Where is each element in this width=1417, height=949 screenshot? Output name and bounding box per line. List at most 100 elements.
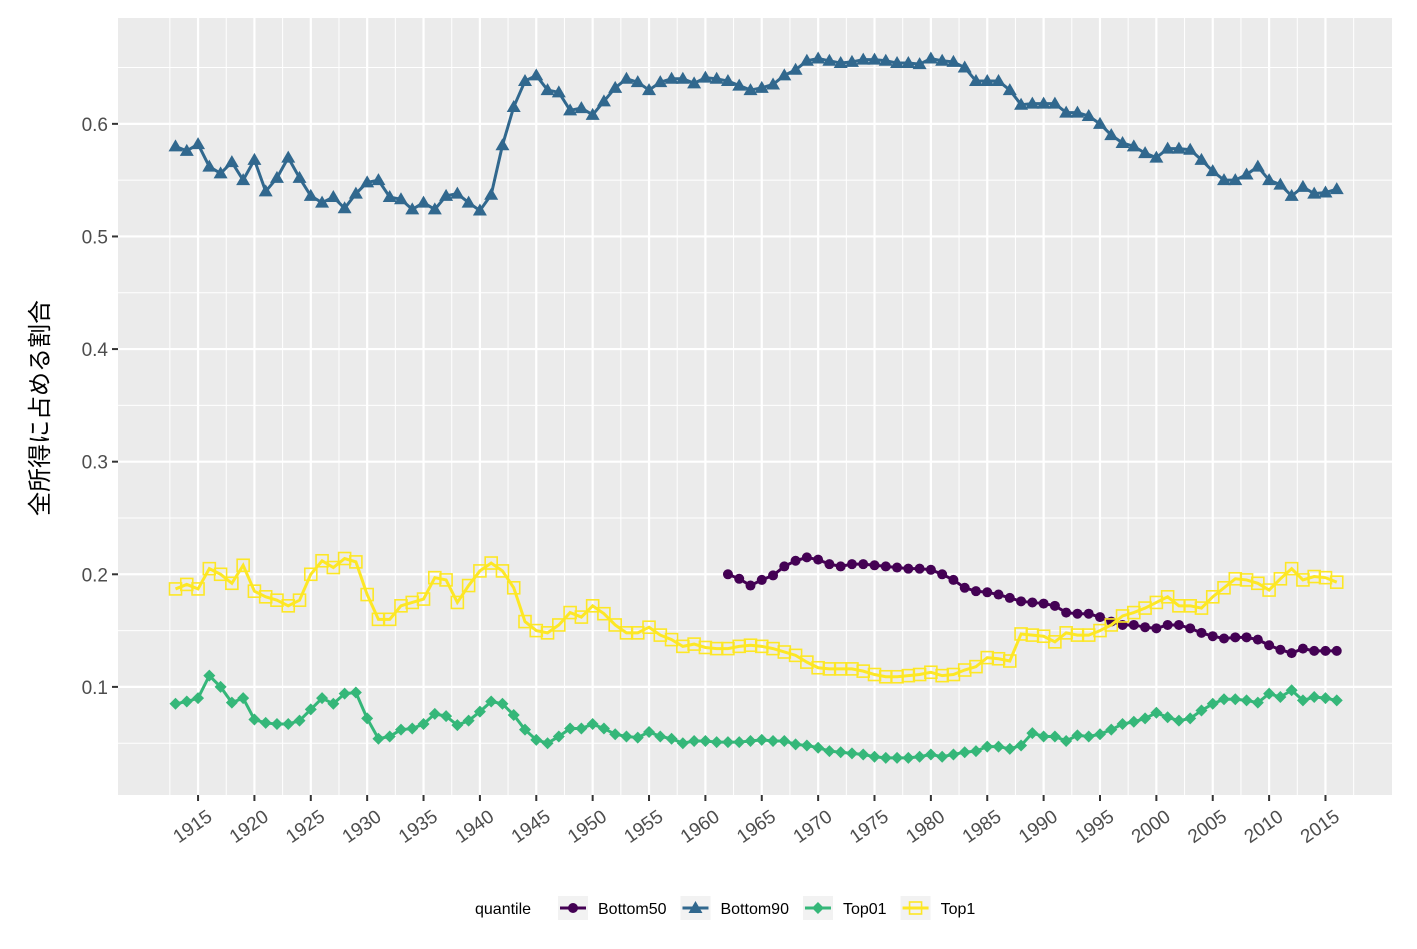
point <box>1319 692 1332 705</box>
point <box>394 723 407 736</box>
point <box>958 746 971 759</box>
point <box>1093 728 1106 741</box>
point <box>1229 693 1242 706</box>
point <box>800 739 813 752</box>
point <box>552 618 566 632</box>
legend-marker <box>568 903 578 913</box>
point <box>722 569 733 580</box>
y-tick-label: 0.5 <box>82 227 108 248</box>
x-tick-label: 2000 <box>1128 806 1175 847</box>
x-tick-label: 1920 <box>226 806 273 847</box>
point <box>654 730 667 743</box>
point <box>947 748 960 761</box>
point <box>631 731 644 744</box>
point <box>1072 608 1083 619</box>
y-tick-label: 0.4 <box>82 340 109 361</box>
point <box>1284 188 1299 201</box>
point <box>259 716 272 729</box>
point <box>824 559 835 570</box>
point <box>981 740 994 753</box>
point <box>1015 739 1028 752</box>
point <box>1185 623 1196 634</box>
point <box>846 559 857 570</box>
point <box>1308 691 1321 704</box>
point <box>213 166 228 179</box>
point <box>720 74 735 87</box>
point <box>1205 164 1220 177</box>
point <box>1330 694 1343 707</box>
point <box>619 71 634 84</box>
point <box>1286 648 1297 659</box>
point <box>293 714 306 727</box>
point <box>1026 727 1039 740</box>
point <box>1329 182 1344 195</box>
point <box>946 54 961 67</box>
point <box>879 751 892 764</box>
point <box>745 580 756 591</box>
point <box>529 68 544 81</box>
point <box>1250 159 1265 172</box>
point <box>699 734 712 747</box>
x-tick-label: 1925 <box>282 806 329 847</box>
y-tick-label: 0.6 <box>82 115 108 136</box>
point <box>405 202 420 215</box>
point <box>1194 601 1209 615</box>
point <box>496 697 509 710</box>
point <box>1049 600 1060 611</box>
point <box>980 74 995 87</box>
legend-label: Top01 <box>843 901 887 918</box>
point <box>270 718 283 731</box>
point <box>1320 645 1331 656</box>
point <box>856 52 871 65</box>
point <box>586 718 599 731</box>
point <box>292 170 307 183</box>
x-tick-label: 1945 <box>508 806 555 847</box>
point <box>1149 150 1164 163</box>
x-tick-label: 2005 <box>1184 806 1231 847</box>
point <box>574 101 589 114</box>
point <box>1228 173 1243 186</box>
x-tick-label: 2010 <box>1241 806 1288 847</box>
point <box>327 697 340 710</box>
point <box>495 138 510 151</box>
point <box>1274 691 1287 704</box>
point <box>360 587 374 602</box>
point <box>698 70 713 83</box>
point <box>811 51 826 64</box>
point <box>519 723 532 736</box>
point <box>642 83 657 96</box>
point <box>484 556 498 570</box>
point <box>1160 141 1175 154</box>
point <box>1138 146 1153 159</box>
point <box>1251 696 1264 709</box>
point <box>733 736 746 749</box>
point <box>823 745 836 758</box>
point <box>630 75 645 88</box>
point <box>768 570 779 581</box>
point <box>248 713 261 726</box>
point <box>213 567 228 582</box>
point <box>1094 612 1105 623</box>
x-tick-label: 1940 <box>451 806 498 847</box>
point <box>1002 83 1017 96</box>
point <box>968 74 983 87</box>
point <box>541 737 554 750</box>
point <box>948 574 959 585</box>
point <box>1116 718 1129 731</box>
point <box>303 567 318 582</box>
point <box>799 53 814 66</box>
point <box>1183 142 1198 155</box>
x-tick-label: 1970 <box>790 806 837 847</box>
point <box>1273 571 1288 586</box>
point <box>1048 635 1062 649</box>
point <box>1127 715 1140 728</box>
point <box>923 51 938 64</box>
point <box>315 195 330 208</box>
point <box>925 564 936 575</box>
point <box>734 573 745 584</box>
y-tick-label: 0.2 <box>82 565 108 586</box>
y-tick-label: 0.3 <box>82 453 108 474</box>
point <box>214 680 227 693</box>
x-tick-label: 1950 <box>564 806 611 847</box>
